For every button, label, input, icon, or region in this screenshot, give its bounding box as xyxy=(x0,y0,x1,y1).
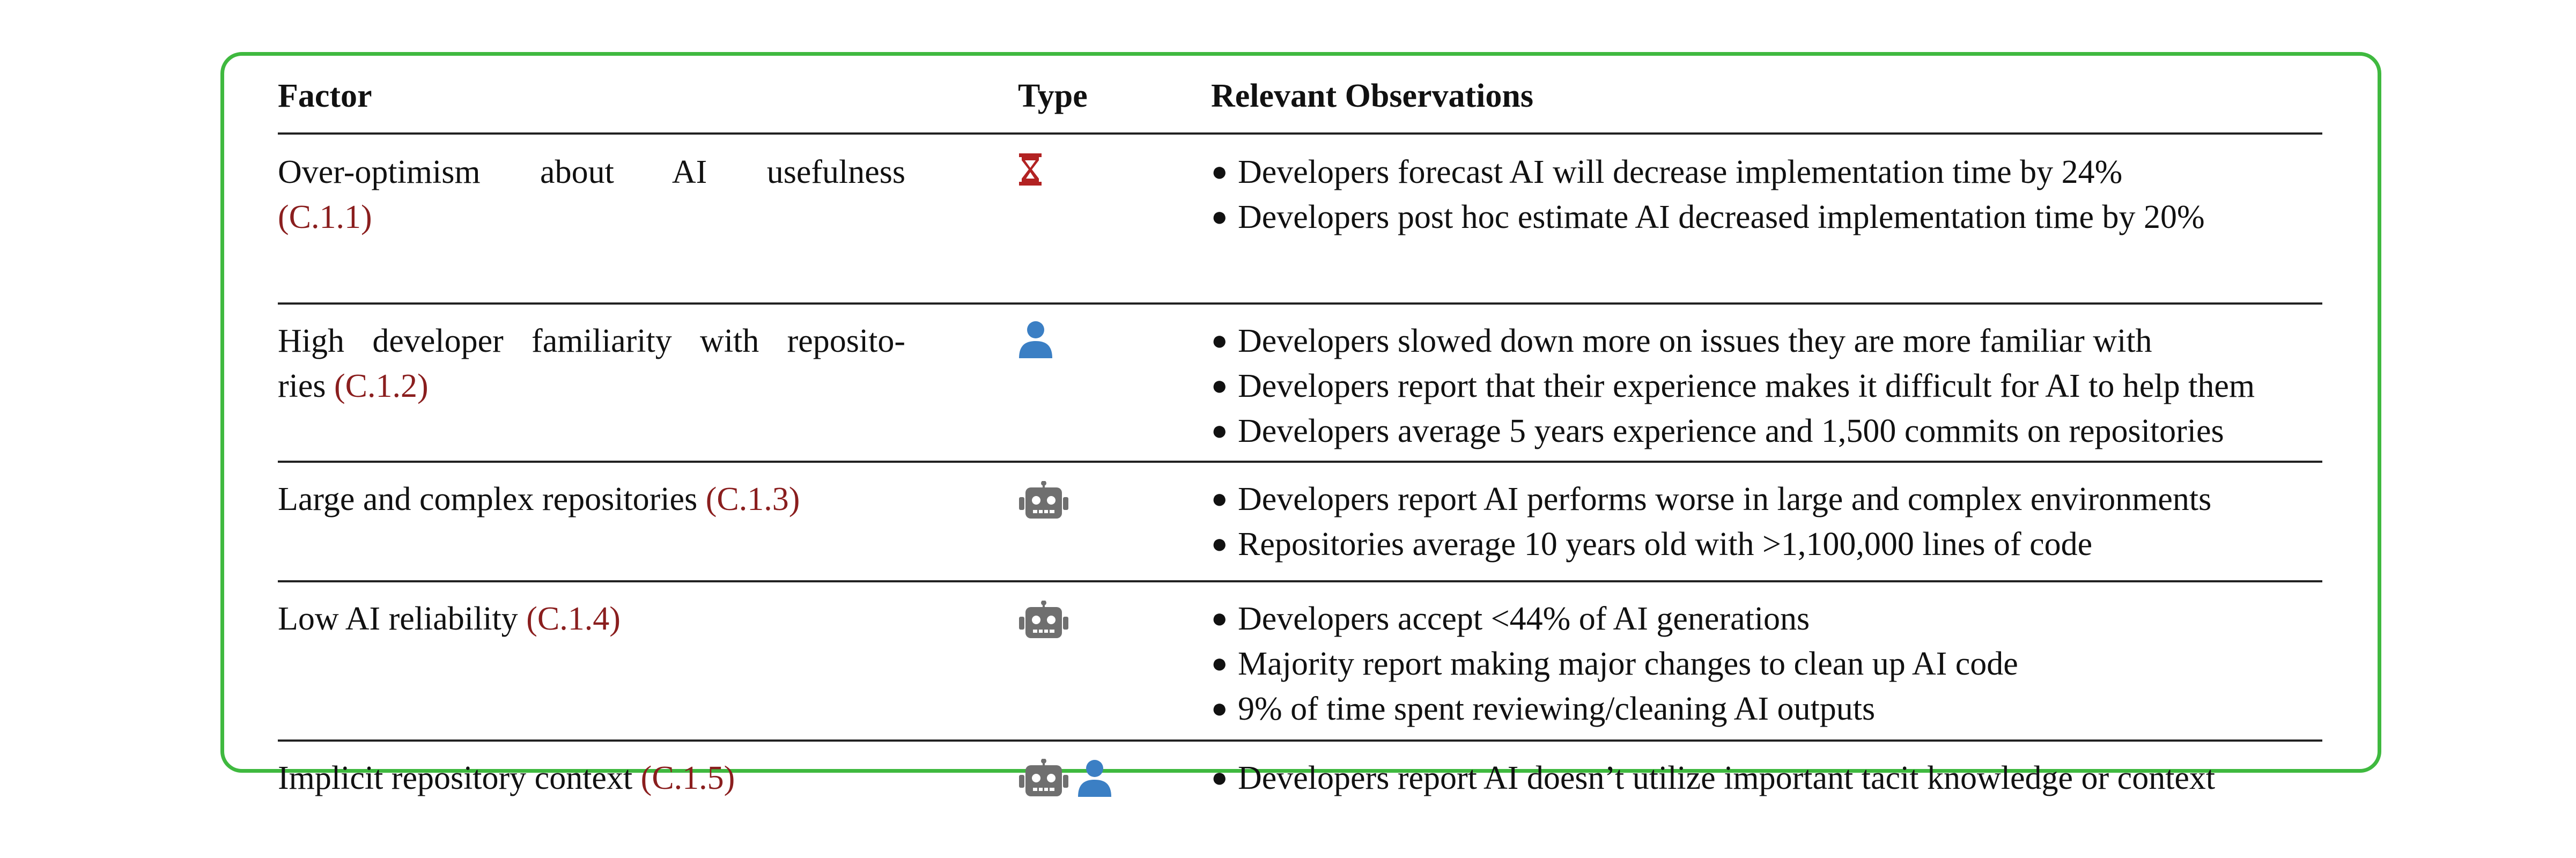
observations-cell: ● Developers slowed down more on issues t… xyxy=(1211,319,2337,454)
header-factor: Factor xyxy=(278,78,372,114)
header-observations: Relevant Observations xyxy=(1211,78,1534,114)
factor-ref-link[interactable]: (C.1.1) xyxy=(278,199,372,235)
type-cell xyxy=(1018,321,1053,358)
observations-cell: ● Developers forecast AI will decrease im… xyxy=(1211,150,2337,240)
observation-item: ● Developers report that their experience… xyxy=(1211,368,2255,404)
observation-item: ● Developers report AI doesn’t utilize im… xyxy=(1211,760,2216,796)
person-icon xyxy=(1018,321,1053,358)
row-rule xyxy=(278,302,2322,305)
factor-text: High developer familiarity with reposito… xyxy=(278,323,905,359)
row-rule xyxy=(278,739,2322,742)
type-cell xyxy=(1018,481,1069,520)
type-cell xyxy=(1018,601,1069,639)
factor-ref-link[interactable]: (C.1.4) xyxy=(526,601,621,637)
header-type: Type xyxy=(1018,78,1088,114)
header-rule xyxy=(278,132,2322,135)
factor-cell: Implicit repository context (C.1.5) xyxy=(278,756,905,801)
type-cell xyxy=(1018,759,1112,797)
observation-item: ● Developers forecast AI will decrease im… xyxy=(1211,154,2123,190)
factor-cell: High developer familiarity with reposito… xyxy=(278,319,905,409)
observation-item: ● Developers average 5 years experience a… xyxy=(1211,413,2224,449)
observation-item: ● Repositories average 10 years old with … xyxy=(1211,526,2093,563)
factor-text: Low AI reliability xyxy=(278,601,527,637)
type-cell xyxy=(1018,153,1043,186)
robot-icon xyxy=(1018,759,1069,797)
factor-ref-link[interactable]: (C.1.5) xyxy=(640,760,735,796)
factor-cell: Low AI reliability (C.1.4) xyxy=(278,596,905,641)
observations-cell: ● Developers report AI performs worse in … xyxy=(1211,477,2337,567)
factor-text: Large and complex repositories xyxy=(278,481,706,517)
observation-item: ● 9% of time spent reviewing/cleaning AI … xyxy=(1211,691,1876,727)
observations-cell: ● Developers accept <44% of AI generation… xyxy=(1211,596,2337,731)
table-header: Factor Type Relevant Observations xyxy=(278,56,2322,135)
observation-item: ● Developers report AI performs worse in … xyxy=(1211,481,2212,517)
table-frame: Factor Type Relevant Observations Over-o… xyxy=(220,52,2381,797)
factor-cell: Large and complex repositories (C.1.3) xyxy=(278,477,905,522)
factor-ref-link[interactable]: (C.1.3) xyxy=(705,481,800,517)
robot-icon xyxy=(1018,601,1069,639)
row-rule xyxy=(278,461,2322,463)
person-icon xyxy=(1077,759,1112,797)
factor-cell: Over-optimism about AI usefulness (C.1.1… xyxy=(278,150,905,240)
factor-text: Implicit repository context xyxy=(278,760,641,796)
observation-item: ● Developers post hoc estimate AI decreas… xyxy=(1211,199,2205,235)
observation-item: ● Developers accept <44% of AI generation… xyxy=(1211,601,1810,637)
factor-ref-link[interactable]: (C.1.2) xyxy=(334,368,429,404)
hourglass-icon xyxy=(1018,153,1043,186)
observation-item: ● Developers slowed down more on issues t… xyxy=(1211,323,2152,359)
row-rule xyxy=(278,580,2322,582)
observation-item: ● Majority report making major changes to… xyxy=(1211,646,2018,682)
factor-text: Over-optimism about AI usefulness xyxy=(278,154,905,190)
observations-cell: ● Developers report AI doesn’t utilize im… xyxy=(1211,756,2337,801)
factor-text-continued: ries xyxy=(278,368,335,404)
robot-icon xyxy=(1018,481,1069,520)
